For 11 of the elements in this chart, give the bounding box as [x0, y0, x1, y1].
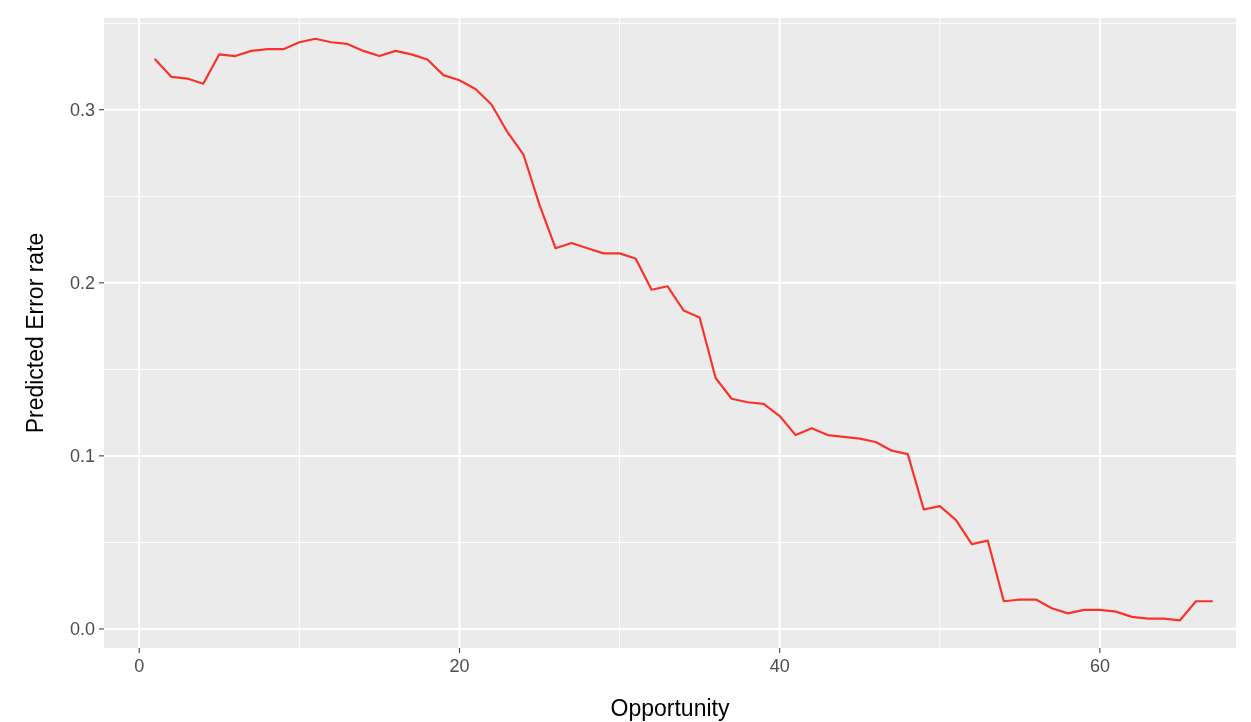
- y-axis-title: Predicted Error rate: [22, 232, 48, 434]
- x-tick-label: 20: [449, 656, 470, 676]
- x-tick-label: 60: [1089, 656, 1110, 676]
- y-tick-label: 0.2: [69, 273, 95, 294]
- y-tick-label: 0.3: [69, 100, 95, 121]
- x-tick-label: 0: [134, 656, 145, 676]
- y-tick-label: 0.1: [69, 446, 95, 467]
- x-axis-title: Opportunity: [610, 695, 730, 721]
- x-tick-label: 40: [769, 656, 790, 676]
- y-tick-label: 0.0: [69, 619, 95, 640]
- line-series: [154, 37, 1214, 622]
